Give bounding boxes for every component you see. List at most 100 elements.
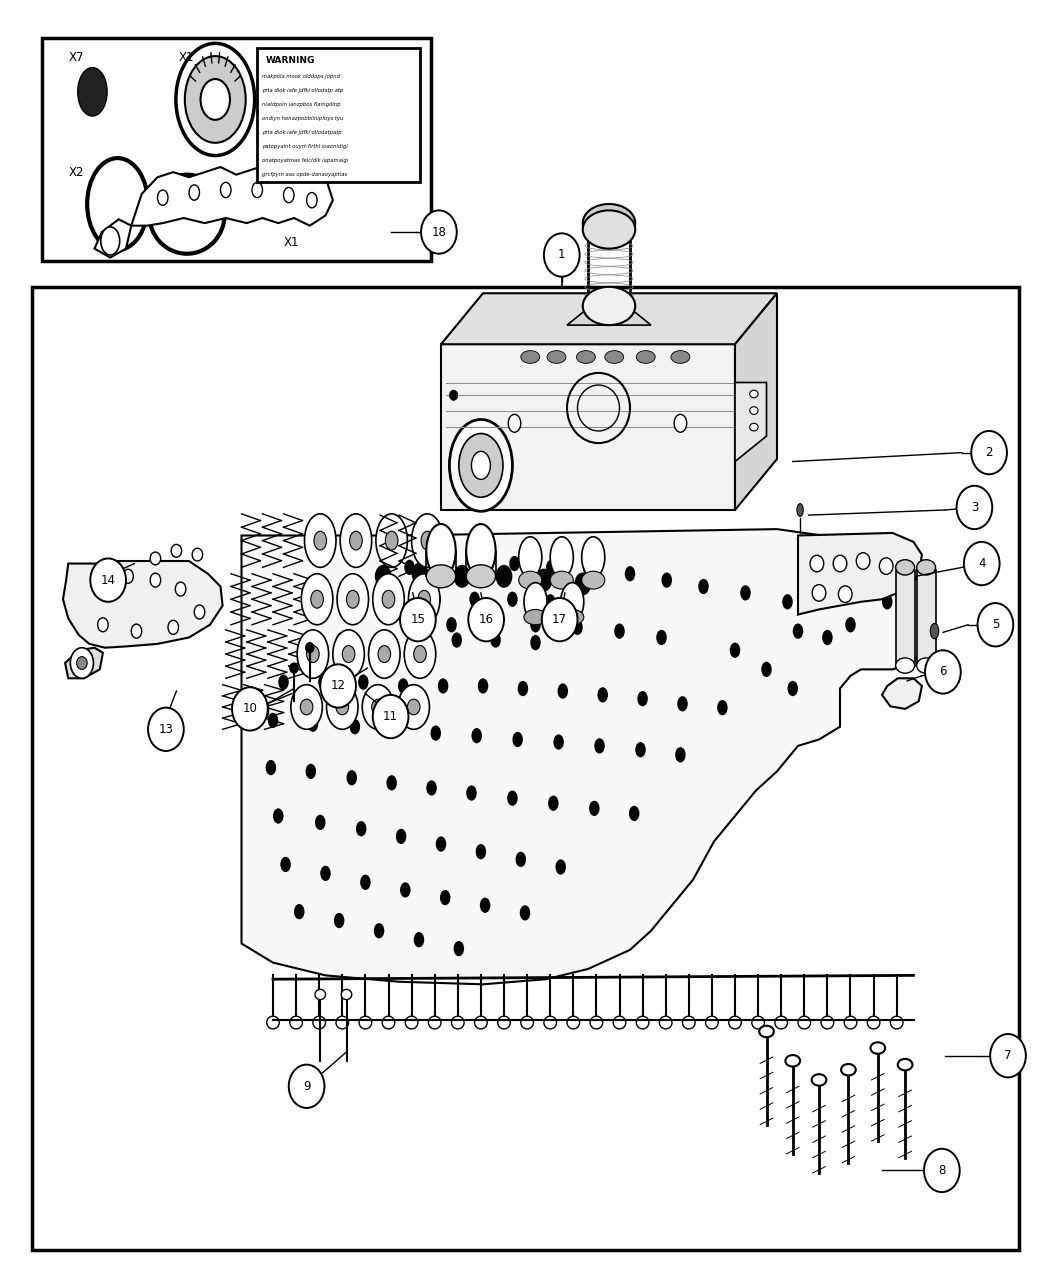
Ellipse shape xyxy=(674,414,687,432)
Ellipse shape xyxy=(671,351,690,363)
Ellipse shape xyxy=(372,699,384,715)
Text: niatdpoin ianzpbos flamgdinp: niatdpoin ianzpbos flamgdinp xyxy=(262,102,341,107)
Text: 10: 10 xyxy=(243,703,257,715)
Ellipse shape xyxy=(834,555,846,571)
Ellipse shape xyxy=(87,158,148,250)
Ellipse shape xyxy=(98,617,108,632)
Ellipse shape xyxy=(555,859,566,875)
Circle shape xyxy=(971,431,1007,474)
Ellipse shape xyxy=(438,678,448,694)
Ellipse shape xyxy=(334,913,344,928)
Ellipse shape xyxy=(311,590,323,608)
Ellipse shape xyxy=(374,923,384,938)
Ellipse shape xyxy=(475,1016,487,1029)
Ellipse shape xyxy=(404,630,436,678)
Ellipse shape xyxy=(466,524,496,578)
Text: 16: 16 xyxy=(479,613,493,626)
Ellipse shape xyxy=(320,598,331,613)
Ellipse shape xyxy=(844,1016,857,1029)
Ellipse shape xyxy=(284,187,294,203)
Ellipse shape xyxy=(396,829,406,844)
Circle shape xyxy=(925,650,961,694)
Ellipse shape xyxy=(845,617,856,632)
Ellipse shape xyxy=(412,562,428,585)
Ellipse shape xyxy=(175,581,186,597)
Ellipse shape xyxy=(459,434,503,497)
Ellipse shape xyxy=(478,678,488,694)
Ellipse shape xyxy=(930,623,939,639)
Ellipse shape xyxy=(530,635,541,650)
Ellipse shape xyxy=(307,645,319,663)
Ellipse shape xyxy=(589,801,600,816)
Ellipse shape xyxy=(350,719,360,734)
Circle shape xyxy=(542,598,578,641)
Ellipse shape xyxy=(793,623,803,639)
Ellipse shape xyxy=(430,592,441,607)
Ellipse shape xyxy=(400,882,411,898)
Ellipse shape xyxy=(519,537,542,578)
Circle shape xyxy=(289,1065,324,1108)
Text: X7: X7 xyxy=(68,51,84,64)
Ellipse shape xyxy=(201,79,230,120)
Ellipse shape xyxy=(220,182,231,198)
Text: grcfpym aas opde-danaoyaptias: grcfpym aas opde-danaoyaptias xyxy=(262,172,348,177)
Ellipse shape xyxy=(590,1016,603,1029)
Ellipse shape xyxy=(398,678,408,694)
Ellipse shape xyxy=(168,620,178,635)
Ellipse shape xyxy=(656,630,667,645)
Polygon shape xyxy=(131,164,333,226)
Ellipse shape xyxy=(613,1016,626,1029)
Ellipse shape xyxy=(376,514,407,567)
Ellipse shape xyxy=(530,617,541,632)
Ellipse shape xyxy=(294,904,304,919)
Ellipse shape xyxy=(123,569,133,584)
Ellipse shape xyxy=(315,989,326,1000)
Ellipse shape xyxy=(480,898,490,913)
Ellipse shape xyxy=(841,1063,856,1076)
Ellipse shape xyxy=(682,1016,695,1029)
Ellipse shape xyxy=(268,713,278,728)
Ellipse shape xyxy=(822,630,833,645)
Text: 7: 7 xyxy=(1004,1049,1012,1062)
Text: 1: 1 xyxy=(558,249,566,261)
Text: 11: 11 xyxy=(383,710,398,723)
Ellipse shape xyxy=(315,815,326,830)
Ellipse shape xyxy=(78,68,107,116)
Ellipse shape xyxy=(637,691,648,706)
Ellipse shape xyxy=(150,574,161,586)
Ellipse shape xyxy=(158,190,168,205)
Ellipse shape xyxy=(346,590,359,608)
Ellipse shape xyxy=(490,632,501,648)
Ellipse shape xyxy=(469,592,480,607)
Ellipse shape xyxy=(576,351,595,363)
Ellipse shape xyxy=(509,556,520,571)
Ellipse shape xyxy=(545,594,555,609)
Ellipse shape xyxy=(508,414,521,432)
Ellipse shape xyxy=(430,725,441,741)
Ellipse shape xyxy=(812,1074,826,1086)
Ellipse shape xyxy=(77,657,87,669)
Polygon shape xyxy=(735,382,766,462)
Ellipse shape xyxy=(414,932,424,947)
Circle shape xyxy=(957,486,992,529)
Polygon shape xyxy=(63,561,223,648)
Ellipse shape xyxy=(597,687,608,703)
Ellipse shape xyxy=(750,407,758,414)
Ellipse shape xyxy=(308,717,318,732)
Ellipse shape xyxy=(629,806,639,821)
Ellipse shape xyxy=(838,586,853,603)
Text: 17: 17 xyxy=(552,613,567,626)
Ellipse shape xyxy=(362,685,394,729)
Ellipse shape xyxy=(408,574,440,625)
Ellipse shape xyxy=(385,532,398,550)
Ellipse shape xyxy=(730,643,740,658)
Ellipse shape xyxy=(625,566,635,581)
Ellipse shape xyxy=(100,569,110,584)
Polygon shape xyxy=(441,293,777,344)
Ellipse shape xyxy=(856,552,869,569)
Ellipse shape xyxy=(149,175,225,254)
Ellipse shape xyxy=(336,699,349,715)
Circle shape xyxy=(400,598,436,641)
Ellipse shape xyxy=(452,1016,464,1029)
Polygon shape xyxy=(94,219,131,258)
